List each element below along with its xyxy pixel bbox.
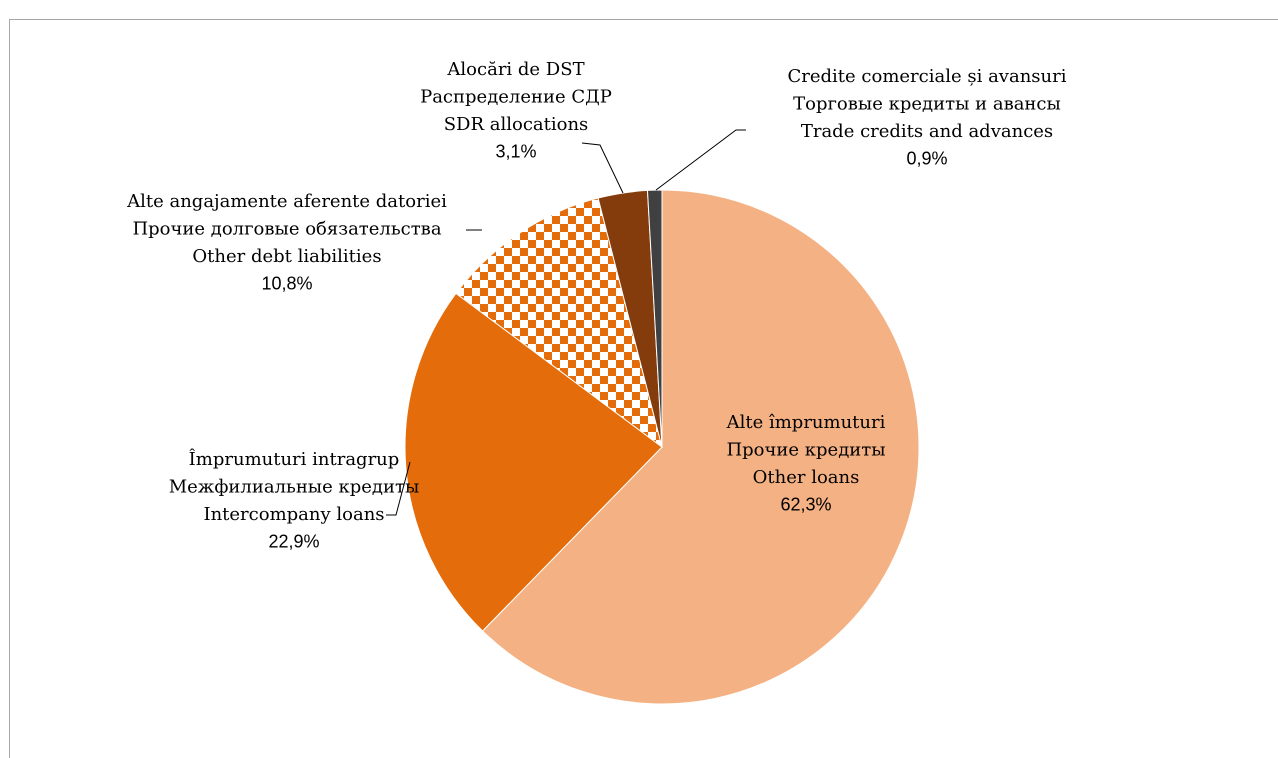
pie-slice bbox=[646, 189, 663, 448]
value-label: 3,1% bbox=[495, 141, 536, 161]
slice-label: Other debt liabilities bbox=[192, 246, 381, 267]
pie-slice bbox=[455, 197, 663, 449]
slice-label: SDR allocations bbox=[444, 114, 589, 135]
value-label: 10,8% bbox=[261, 273, 312, 293]
slice-label: Торговые кредиты и авансы bbox=[793, 94, 1061, 115]
slice-label: Alte angajamente aferente datoriei bbox=[126, 191, 447, 212]
slice-label: Прочие кредиты bbox=[726, 440, 885, 461]
leader-line bbox=[581, 142, 624, 194]
slice-label: Межфилиальные кредиты bbox=[169, 477, 420, 498]
value-label: 0,9% bbox=[906, 148, 947, 168]
slice-label: Alocări de DST bbox=[446, 59, 584, 80]
pie-slice bbox=[481, 189, 920, 705]
slice-label: Прочие долговые обязательства bbox=[132, 219, 441, 240]
slice-label: Other loans bbox=[753, 467, 860, 488]
slice-label: Trade credits and advances bbox=[801, 121, 1053, 142]
slice-label: Credite comerciale și avansuri bbox=[788, 66, 1067, 87]
pie-slice bbox=[404, 292, 663, 632]
value-label: 62,3% bbox=[780, 494, 831, 514]
leader-line bbox=[655, 129, 746, 191]
slice-label: Распределение СДР bbox=[420, 87, 612, 108]
slice-label: Împrumuturi intragrup bbox=[189, 447, 400, 470]
slice-label: Intercompany loans bbox=[203, 504, 384, 525]
leader-line bbox=[386, 461, 411, 516]
chart-frame bbox=[9, 19, 1278, 758]
value-label: 22,9% bbox=[268, 531, 319, 551]
slice-label: Alte împrumuturi bbox=[726, 412, 886, 433]
